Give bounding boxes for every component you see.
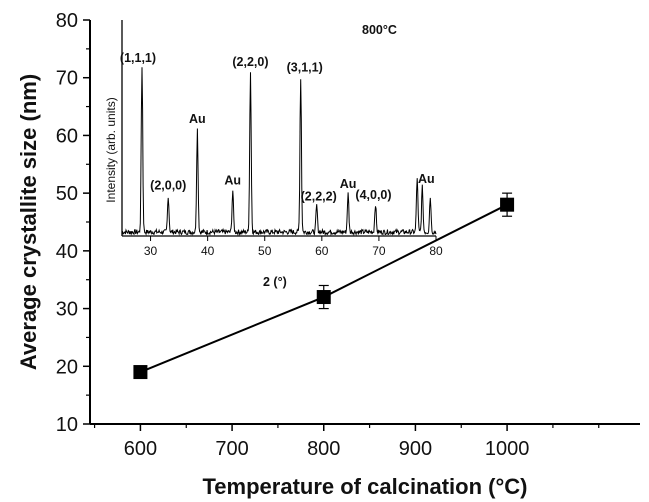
inset-y-axis-label: Intensity (arb. units) <box>104 97 118 202</box>
peak-label: (4,0,0) <box>355 188 391 202</box>
inset-x-tick-label: 60 <box>315 244 329 258</box>
x-tick-label: 1000 <box>485 438 530 460</box>
main-y-axis-label: Average crystallite size (nm) <box>16 74 41 370</box>
inset-x-tick-label: 80 <box>429 244 443 258</box>
peak-label: (3,1,1) <box>287 61 323 75</box>
x-tick-label: 800 <box>307 438 340 460</box>
peak-label: (2,2,0) <box>232 55 268 69</box>
inset-x-axis-label: 2 (°) <box>263 275 287 289</box>
inset-title: 800°C <box>362 23 397 37</box>
inset-x-tick-label: 50 <box>258 244 272 258</box>
y-tick-label: 10 <box>56 414 78 436</box>
peak-label: Au <box>418 172 435 186</box>
x-tick-label: 900 <box>399 438 432 460</box>
inset-x-tick-label: 40 <box>201 244 215 258</box>
y-tick-label: 20 <box>56 356 78 378</box>
inset-chart: 30 40 50 60 70 80 (1,1,1) (2,0,0) Au Au (2,2,0) (3… <box>104 20 443 289</box>
y-tick-label: 70 <box>56 68 78 90</box>
x-tick-label: 600 <box>124 438 157 460</box>
data-point <box>316 290 331 305</box>
peak-label: Au <box>189 112 206 126</box>
data-point <box>133 365 148 380</box>
peak-label: (2,2,2) <box>301 189 337 203</box>
y-tick-label: 50 <box>56 183 78 205</box>
main-axes: 10 20 30 40 50 60 70 80 600 700 800 900 1000 <box>56 10 640 460</box>
peak-label: Au <box>224 174 241 188</box>
x-tick-label: 700 <box>215 438 248 460</box>
main-x-axis-label: Temperature of calcination (°C) <box>203 474 528 499</box>
y-tick-label: 80 <box>56 10 78 32</box>
y-tick-label: 40 <box>56 241 78 263</box>
peak-label: (1,1,1) <box>120 51 156 65</box>
y-tick-label: 60 <box>56 125 78 147</box>
peak-label: (2,0,0) <box>150 178 186 192</box>
peak-label: Au <box>340 177 357 191</box>
y-tick-label: 30 <box>56 299 78 321</box>
inset-x-tick-label: 30 <box>144 244 158 258</box>
inset-background <box>122 20 436 236</box>
data-point <box>500 197 515 212</box>
xrd-pattern-line <box>121 67 437 237</box>
inset-x-tick-label: 70 <box>372 244 386 258</box>
